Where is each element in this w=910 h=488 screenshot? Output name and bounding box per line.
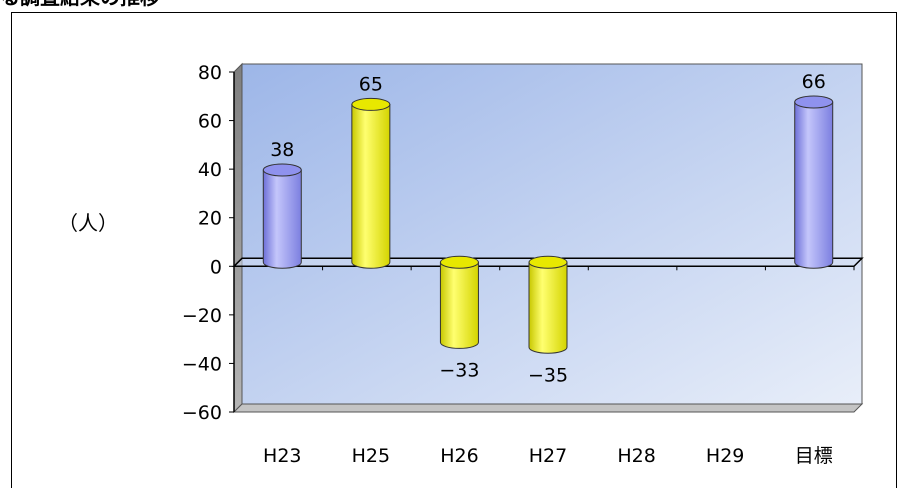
left-wall (233, 62, 243, 414)
y-tick-label: −60 (182, 402, 222, 424)
bar (794, 95, 834, 269)
x-tick-label: H27 (529, 445, 567, 467)
data-label: 66 (802, 71, 826, 93)
bar-cap (262, 163, 302, 177)
page-title: る調査結果の推移 (0, 0, 166, 8)
x-tick-label: H29 (706, 445, 744, 467)
data-label: 65 (359, 73, 383, 95)
bar-cap (351, 97, 391, 111)
data-label: 38 (270, 139, 294, 161)
y-tick-label: −40 (182, 353, 222, 375)
floor (232, 403, 864, 413)
y-tick-label: 80 (198, 62, 222, 84)
x-tick-label: H23 (263, 445, 301, 467)
bar-body (794, 101, 834, 269)
x-tick-label: 目標 (795, 445, 833, 467)
y-axis-label: （人） (58, 211, 118, 235)
x-tick-label: H28 (617, 445, 655, 467)
data-label: −33 (439, 359, 479, 381)
bar-cap (528, 255, 568, 269)
y-tick-label: −20 (182, 305, 222, 327)
bar-cap (794, 95, 834, 109)
bar-body (262, 169, 302, 269)
bar-body (439, 261, 479, 349)
x-tick-label: H26 (440, 445, 478, 467)
y-tick-label: 20 (198, 208, 222, 230)
bar (528, 255, 568, 354)
bar-cap (439, 255, 479, 269)
bar (439, 255, 479, 349)
bar (262, 163, 302, 269)
bar-body (351, 103, 391, 269)
y-tick-label: 0 (210, 256, 222, 278)
bar-body (528, 261, 568, 354)
y-tick-label: 60 (198, 111, 222, 133)
x-tick-label: H25 (352, 445, 390, 467)
data-label: −35 (528, 364, 568, 386)
y-tick-label: 40 (198, 159, 222, 181)
bar (351, 97, 391, 269)
